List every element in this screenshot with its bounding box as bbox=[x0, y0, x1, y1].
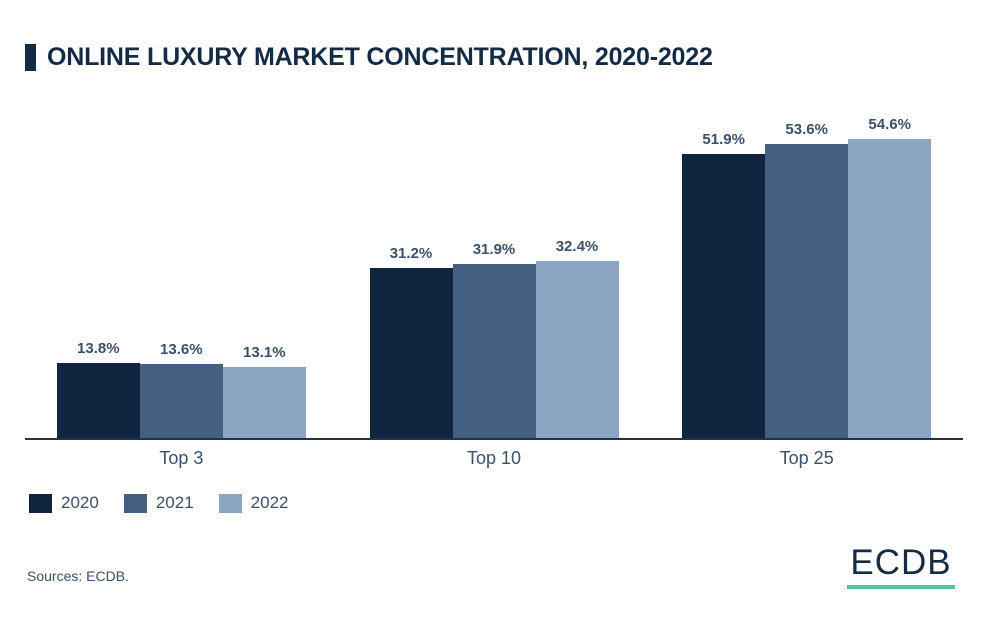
legend-swatch-icon bbox=[218, 493, 242, 513]
bar-value-label: 13.6% bbox=[160, 341, 203, 359]
bar-value-label: 13.8% bbox=[77, 340, 120, 358]
bar-item[interactable]: 13.6% bbox=[139, 95, 223, 439]
legend-item[interactable]: 2021 bbox=[123, 493, 194, 513]
sources-note: Sources: ECDB. bbox=[27, 568, 129, 584]
ecdb-logo-text: ECDB bbox=[850, 543, 952, 582]
legend-swatch-icon bbox=[29, 493, 52, 513]
bar-rect[interactable] bbox=[682, 153, 766, 439]
bar-item[interactable]: 31.2% bbox=[369, 95, 453, 439]
bar-item[interactable]: 31.9% bbox=[452, 95, 536, 439]
ecdb-logo-underline bbox=[847, 585, 955, 589]
bar-rect[interactable] bbox=[222, 367, 306, 439]
bar-item[interactable]: 51.9% bbox=[682, 95, 766, 439]
legend-item[interactable]: 2022 bbox=[218, 493, 289, 513]
x-axis-line bbox=[25, 438, 963, 440]
bar-rect[interactable] bbox=[139, 364, 223, 439]
plot-area: 13.8% 13.6% 13.1% 31.2% 31.9% 32.4% 51.9% 53.6%… bbox=[25, 95, 963, 440]
bar-item[interactable]: 32.4% bbox=[535, 95, 619, 439]
legend-item[interactable]: 2020 bbox=[29, 493, 99, 513]
bar-item[interactable]: 13.1% bbox=[222, 95, 306, 439]
bar-value-label: 53.6% bbox=[785, 121, 828, 139]
bar-item[interactable]: 54.6% bbox=[848, 95, 932, 439]
chart-legend: 2020 2021 2022 bbox=[29, 493, 313, 513]
bar-rect[interactable] bbox=[452, 263, 536, 439]
bar-group: 13.8% 13.6% 13.1% bbox=[25, 95, 338, 439]
bar-value-label: 31.2% bbox=[389, 244, 433, 262]
legend-label: 2020 bbox=[61, 493, 99, 512]
bar-group: 51.9% 53.6% 54.6% bbox=[650, 95, 963, 439]
bar-value-label: 13.1% bbox=[243, 344, 286, 362]
bar-rect[interactable] bbox=[535, 260, 619, 439]
bar-value-label: 51.9% bbox=[702, 130, 745, 148]
bar-group: 31.2% 31.9% 32.4% bbox=[338, 95, 651, 439]
category-label: Top 25 bbox=[779, 448, 834, 468]
bar-rect[interactable] bbox=[848, 138, 932, 439]
legend-label: 2021 bbox=[155, 493, 194, 512]
bar-item[interactable]: 53.6% bbox=[765, 95, 849, 439]
legend-label: 2022 bbox=[250, 493, 289, 512]
chart-title: ONLINE LUXURY MARKET CONCENTRATION, 2020… bbox=[25, 40, 713, 74]
bar-rect[interactable] bbox=[765, 144, 849, 439]
category-label: Top 3 bbox=[159, 448, 204, 468]
bar-rect[interactable] bbox=[56, 363, 140, 439]
bar-value-label: 32.4% bbox=[555, 237, 599, 255]
bar-rect[interactable] bbox=[369, 267, 453, 439]
title-bullet-icon bbox=[25, 43, 36, 71]
bar-value-label: 54.6% bbox=[868, 115, 911, 133]
legend-swatch-icon bbox=[123, 493, 147, 513]
bar-value-label: 31.9% bbox=[472, 240, 516, 258]
bar-item[interactable]: 13.8% bbox=[56, 95, 140, 439]
category-label: Top 10 bbox=[466, 448, 522, 468]
category-axis-labels: Top 3 Top 10 Top 25 bbox=[25, 443, 963, 469]
bar-groups: 13.8% 13.6% 13.1% 31.2% 31.9% 32.4% 51.9% 53.6%… bbox=[25, 95, 963, 439]
page-title: ONLINE LUXURY MARKET CONCENTRATION, 2020… bbox=[47, 42, 713, 71]
ecdb-logo: ECDB bbox=[847, 545, 955, 589]
